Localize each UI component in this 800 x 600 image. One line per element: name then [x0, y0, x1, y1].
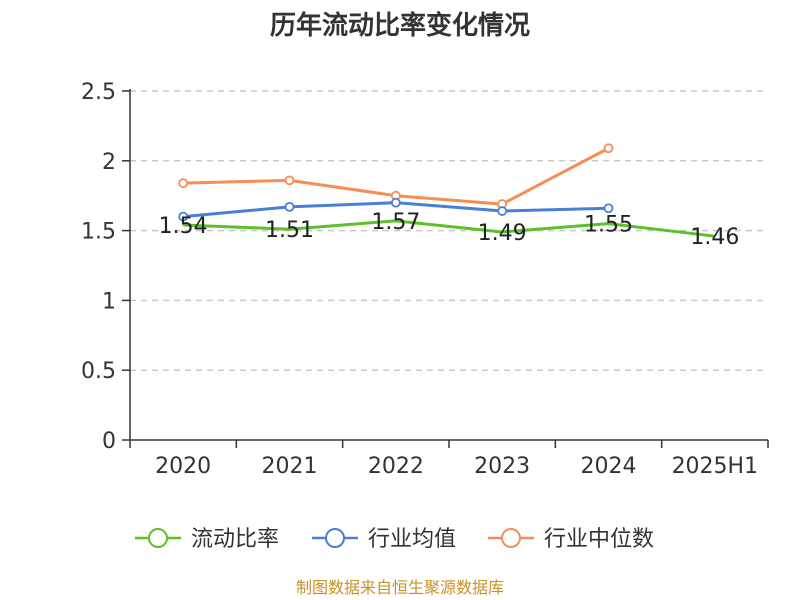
legend-item-median[interactable]: 行业中位数 [488, 527, 654, 552]
series-point-1 [497, 206, 508, 216]
source-note: 制图数据来自恒生聚源数据库 [296, 578, 504, 597]
legend-marker [501, 528, 521, 548]
y-tick-label: 1.5 [81, 220, 116, 245]
x-tick-label: 2022 [368, 454, 424, 479]
chart-title: 历年流动比率变化情况 [270, 10, 530, 41]
y-tick-label: 1 [102, 289, 116, 314]
legend-item-average[interactable]: 行业均值 [312, 527, 456, 552]
y-tick-label: 2.5 [81, 80, 116, 105]
y-tick-label: 0 [102, 429, 116, 454]
data-labels: 1.54 1.51 1.57 1.49 1.55 1.46 [159, 210, 740, 250]
series-point-1 [603, 203, 614, 214]
legend-item-ratio[interactable]: 流动比率 [135, 527, 279, 552]
data-label: 1.54 [159, 214, 208, 239]
series-line-0 [183, 219, 716, 238]
x-tick-label: 2025H1 [672, 454, 759, 479]
series-layer [178, 143, 716, 238]
legend-marker [325, 528, 345, 548]
x-tick-label: 2020 [155, 454, 211, 479]
legend[interactable]: 流动比率 行业均值 行业中位数 [135, 527, 654, 552]
x-tick-label: 2023 [474, 454, 530, 479]
data-label: 1.46 [690, 225, 739, 250]
y-tick-label: 2 [102, 150, 116, 175]
data-label: 1.51 [265, 218, 314, 243]
data-label: 1.49 [478, 221, 527, 246]
series-point-1 [390, 197, 401, 208]
legend-label: 流动比率 [191, 527, 279, 552]
y-tick-label: 0.5 [81, 359, 116, 384]
legend-label: 行业均值 [368, 527, 456, 552]
x-tick-label: 2021 [262, 454, 318, 479]
x-tick-label: 2024 [581, 454, 637, 479]
data-label: 1.55 [584, 213, 633, 238]
series-point-1 [284, 201, 295, 212]
series-point-2 [603, 143, 614, 154]
series-point-1 [178, 211, 189, 222]
series-point-2 [284, 175, 295, 186]
axes: 0 0.5 1 1.5 2 2.5 2020 2021 2022 2023 2024 2025H1 [81, 80, 769, 479]
legend-label: 行业中位数 [544, 527, 654, 552]
legend-marker [148, 528, 168, 548]
series-point-2 [178, 178, 189, 189]
data-label: 1.57 [371, 210, 420, 235]
